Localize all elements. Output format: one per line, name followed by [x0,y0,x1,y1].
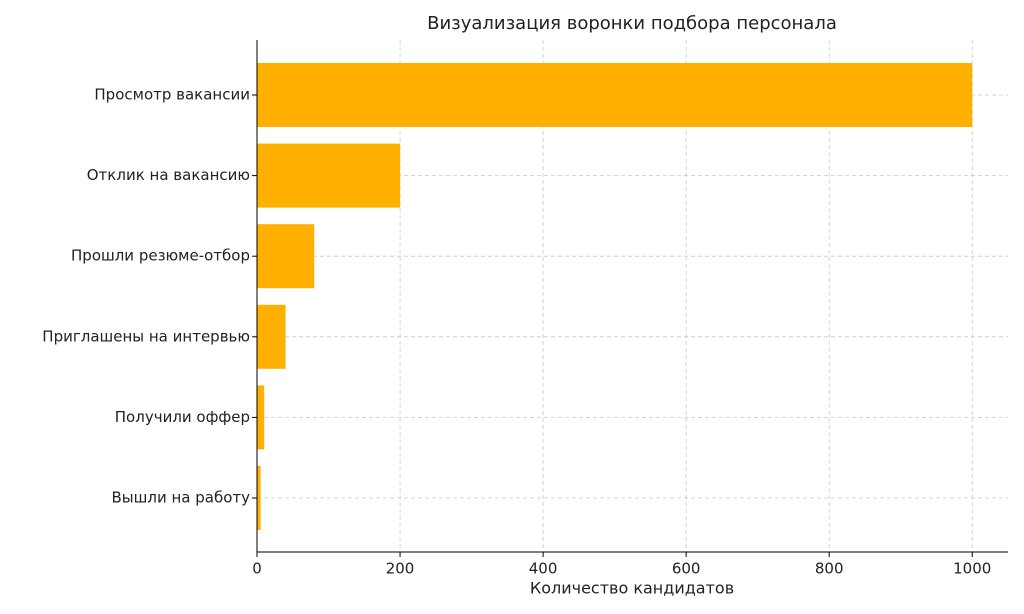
bar [257,385,265,450]
y-tick-label: Вышли на работу [112,489,251,507]
bar [257,224,315,289]
y-tick-label: Просмотр вакансии [94,86,250,104]
x-tick-label: 600 [672,560,701,578]
x-tick-label: 0 [252,560,262,578]
bar [257,466,261,530]
bar [257,304,286,369]
y-tick-label: Прошли резюме-отбор [71,247,250,265]
x-tick-label: 800 [815,560,844,578]
x-axis-label: Количество кандидатов [530,579,734,598]
x-tick-label: 1000 [953,560,991,578]
x-tick-label: 200 [386,560,415,578]
x-tick-label: 400 [529,560,558,578]
chart-title: Визуализация воронки подбора персонала [427,13,837,34]
y-tick-label: Получили оффер [115,408,250,426]
bar [257,143,401,208]
bar [257,63,973,127]
y-tick-label: Отклик на вакансию [87,166,250,184]
y-tick-label: Приглашены на интервью [42,327,250,345]
